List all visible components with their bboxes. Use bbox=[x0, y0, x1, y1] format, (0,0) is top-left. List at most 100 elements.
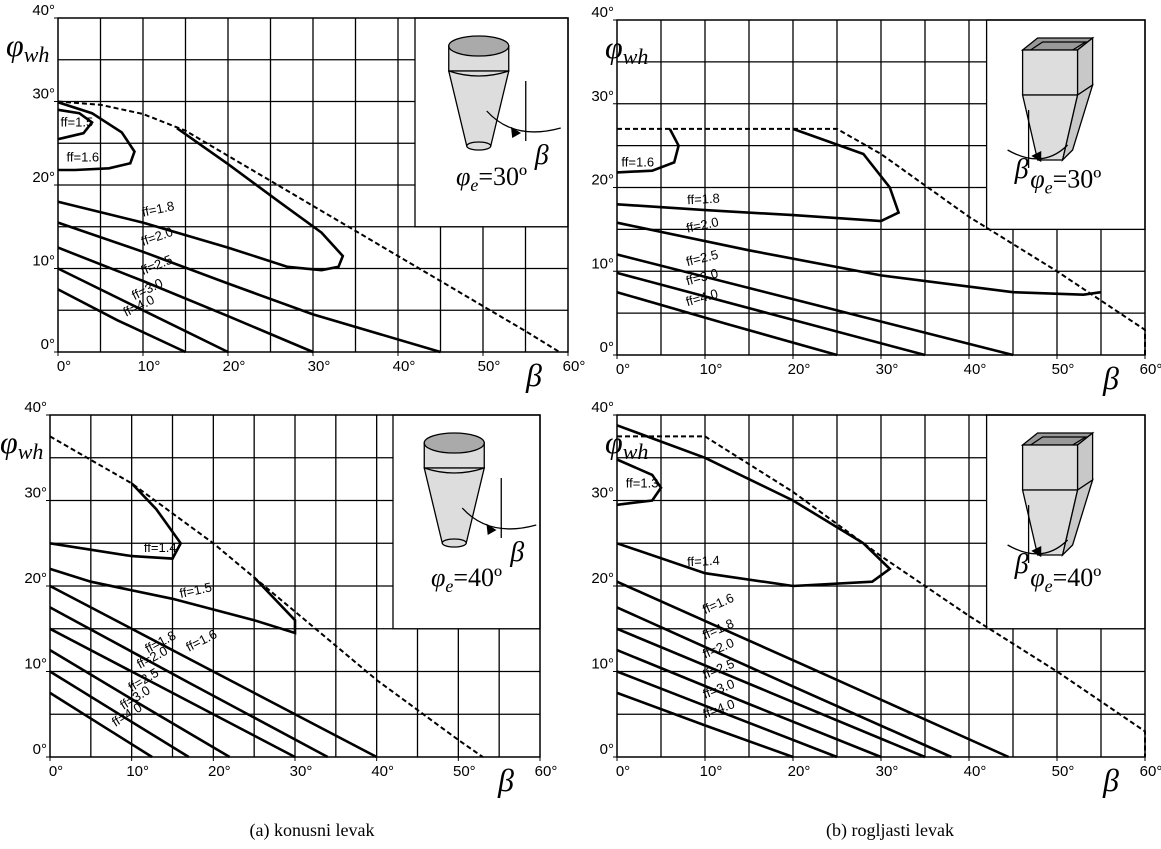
ff-curve bbox=[616, 627, 926, 759]
plot-frame bbox=[57, 17, 569, 353]
curve-label: ff=1.8 bbox=[687, 191, 720, 208]
curve-label: ff=2.0 bbox=[685, 214, 720, 235]
annotation-subscript: e bbox=[1045, 178, 1053, 198]
ff-curve bbox=[57, 221, 441, 354]
y-axis-subscript: wh bbox=[623, 439, 649, 464]
curve-label: ff=1.6 bbox=[621, 155, 654, 170]
hopper-icon: β bbox=[1007, 36, 1095, 185]
curve-label: ff=1.6 bbox=[67, 150, 100, 165]
ff-curve bbox=[616, 290, 838, 357]
x-axis-label: β bbox=[1102, 360, 1119, 396]
y-tick-label: 30° bbox=[24, 485, 47, 502]
ff-curve bbox=[57, 101, 136, 172]
ff-curve bbox=[49, 691, 153, 759]
x-tick-label: 50° bbox=[1052, 361, 1075, 378]
panel: 0° 10° 20° 30° 40° 50° 60° 0° 10° 20° 30° 40° ff=1.4… bbox=[0, 399, 557, 798]
x-tick-label: 30° bbox=[308, 358, 331, 375]
icon-part bbox=[486, 523, 497, 536]
x-tick-label: 20° bbox=[788, 361, 811, 378]
annotation-subscript: e bbox=[470, 175, 478, 195]
icon-part bbox=[510, 126, 522, 139]
x-tick-label: 30° bbox=[876, 361, 899, 378]
curve-label: ff=3.0 bbox=[684, 265, 719, 288]
annotation-symbol: φ bbox=[1030, 165, 1044, 194]
curve-label: ff=1.4 bbox=[144, 540, 177, 555]
x-tick-label: 60° bbox=[1140, 763, 1161, 780]
ff-curve bbox=[57, 108, 94, 141]
y-tick-label: 30° bbox=[32, 86, 55, 103]
hopper-icon: β bbox=[447, 35, 561, 171]
caption: (a) konusni levak bbox=[250, 820, 375, 841]
y-tick-label: 40° bbox=[591, 4, 614, 21]
x-tick-label: 40° bbox=[964, 361, 987, 378]
x-tick-label: 10° bbox=[126, 763, 149, 780]
icon-part bbox=[1030, 41, 1088, 51]
boundary-line bbox=[617, 435, 1146, 757]
annotation-subscript: e bbox=[1045, 576, 1053, 596]
ff-curve bbox=[616, 271, 926, 357]
y-tick-label: 30° bbox=[591, 88, 614, 105]
curve-label: ff=2.0 bbox=[139, 224, 175, 249]
caption: (b) rogljasti levak bbox=[826, 820, 954, 841]
x-tick-label: 0° bbox=[49, 763, 63, 780]
panel: 0° 10° 20° 30° 40° 50° 60° 0° 10° 20° 30° 40° ff=1.6… bbox=[591, 4, 1161, 396]
icon-part bbox=[486, 110, 561, 133]
x-tick-label: 0° bbox=[616, 361, 630, 378]
ff-curve bbox=[616, 580, 1010, 759]
x-tick-label: 20° bbox=[788, 763, 811, 780]
x-tick-label: 10° bbox=[700, 361, 723, 378]
ff-curve bbox=[49, 584, 378, 759]
annotation-text: =30º bbox=[1053, 165, 1102, 194]
y-tick-label: 10° bbox=[591, 656, 614, 673]
icon-part bbox=[1061, 83, 1094, 163]
y-tick-label: 0° bbox=[600, 339, 614, 356]
icon-part bbox=[424, 467, 485, 474]
annotation-text: =40º bbox=[1053, 563, 1102, 592]
y-axis-subscript: wh bbox=[18, 439, 44, 464]
icon-part bbox=[423, 432, 485, 454]
y-tick-label: 20° bbox=[24, 570, 47, 587]
x-tick-label: 40° bbox=[964, 763, 987, 780]
y-tick-label: 40° bbox=[591, 399, 614, 416]
x-tick-label: 10° bbox=[700, 763, 723, 780]
hopper-icon: β bbox=[423, 432, 537, 568]
x-tick-label: 20° bbox=[223, 358, 246, 375]
y-axis-label: φwh bbox=[605, 29, 648, 69]
ff-curve bbox=[616, 424, 892, 588]
curve-label: ff=1.3 bbox=[626, 476, 659, 491]
icon-part bbox=[461, 507, 537, 530]
ff-curve bbox=[616, 128, 680, 174]
x-tick-label: 50° bbox=[453, 763, 476, 780]
icon-part bbox=[448, 70, 509, 77]
curve-label: ff=1.4 bbox=[687, 553, 720, 570]
annotation: φe=40º bbox=[1030, 563, 1101, 596]
hopper-icon: β bbox=[1007, 431, 1095, 580]
y-tick-label: 10° bbox=[591, 255, 614, 272]
ff-curve bbox=[616, 670, 838, 759]
x-tick-label: 20° bbox=[208, 763, 231, 780]
x-tick-label: 50° bbox=[1052, 763, 1075, 780]
annotation: φe=30º bbox=[456, 162, 527, 195]
x-axis-label: β bbox=[1102, 762, 1119, 798]
x-tick-label: 30° bbox=[290, 763, 313, 780]
ff-curve bbox=[616, 648, 882, 759]
annotation-subscript: e bbox=[445, 576, 453, 596]
panel: 0° 10° 20° 30° 40° 50° 60° 0° 10° 20° 30° 40° ff=1.5… bbox=[6, 2, 585, 393]
icon-part bbox=[466, 141, 492, 151]
curve-label: ff=1.5 bbox=[61, 115, 94, 130]
icon-part bbox=[1061, 478, 1094, 558]
curve-label: ff=4.0 bbox=[684, 286, 720, 309]
y-tick-label: 40° bbox=[24, 399, 47, 416]
icon-label: β bbox=[534, 140, 549, 171]
ff-curve bbox=[57, 127, 345, 272]
ff-curve bbox=[57, 288, 187, 354]
ff-curve bbox=[57, 246, 314, 354]
y-tick-label: 20° bbox=[591, 570, 614, 587]
boundary-line bbox=[617, 127, 1146, 355]
x-tick-label: 0° bbox=[57, 358, 71, 375]
y-tick-label: 20° bbox=[32, 169, 55, 186]
x-tick-label: 40° bbox=[371, 763, 394, 780]
ff-curve bbox=[49, 567, 297, 635]
x-tick-label: 50° bbox=[478, 358, 501, 375]
x-tick-label: 40° bbox=[393, 358, 416, 375]
